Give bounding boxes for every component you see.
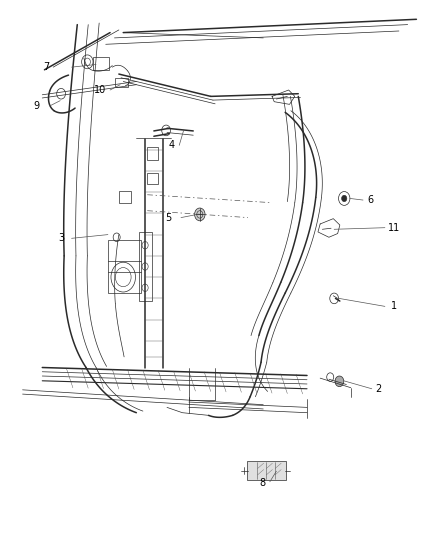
Text: 3: 3 — [58, 233, 64, 244]
Bar — [92, 57, 109, 70]
Bar — [108, 240, 141, 293]
Bar — [119, 191, 131, 203]
Text: 4: 4 — [168, 140, 174, 150]
Bar — [115, 78, 128, 87]
Circle shape — [341, 195, 346, 201]
Text: 5: 5 — [165, 213, 171, 223]
Text: 9: 9 — [33, 101, 39, 111]
Bar — [138, 232, 151, 301]
Circle shape — [194, 208, 205, 221]
Text: 6: 6 — [366, 195, 372, 205]
Text: 10: 10 — [94, 85, 106, 95]
Text: 8: 8 — [259, 479, 265, 488]
Bar — [147, 147, 158, 160]
Text: 11: 11 — [388, 223, 400, 233]
Text: 7: 7 — [43, 62, 49, 72]
Bar — [147, 173, 158, 184]
Text: 1: 1 — [390, 301, 396, 311]
Circle shape — [334, 376, 343, 386]
FancyBboxPatch shape — [247, 461, 286, 480]
Text: 2: 2 — [374, 384, 380, 394]
